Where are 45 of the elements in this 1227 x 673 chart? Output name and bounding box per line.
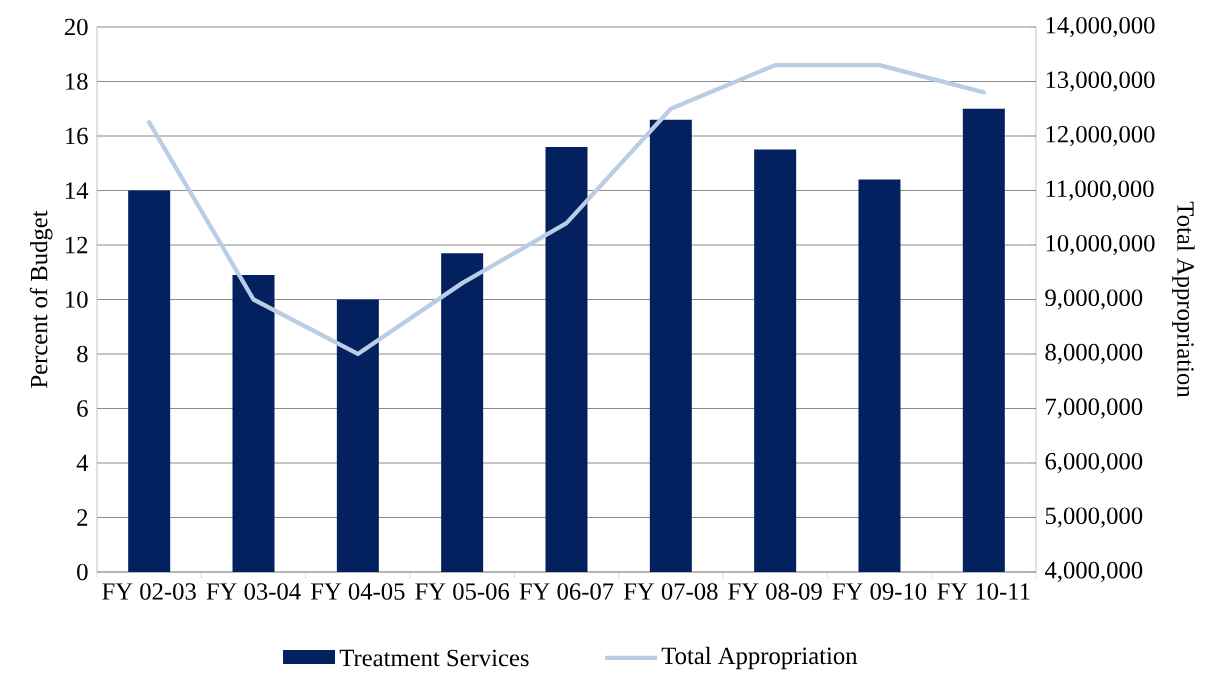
- y2-tick-label: 10,000,000: [1046, 234, 1155, 256]
- y-tick-label: 16: [66, 127, 88, 145]
- y2-tick-label: 5,000,000: [1045, 507, 1143, 528]
- y-tick-label: 12: [66, 236, 88, 254]
- legend-label: Treatment Services: [339, 649, 529, 667]
- x-tick-label: FY 04-05: [310, 583, 405, 600]
- y-tick-label: 8: [77, 345, 88, 363]
- y-tick-label: 10: [66, 291, 88, 308]
- bar: [754, 149, 797, 572]
- legend-label: Total Appropriation: [661, 646, 858, 670]
- bar: [962, 108, 1005, 572]
- x-tick-label: FY 07-08: [623, 583, 718, 600]
- x-tick-label: FY 05-06: [415, 583, 510, 600]
- line-series: [147, 63, 986, 357]
- y2-tick-label: 6,000,000: [1045, 452, 1143, 474]
- x-tick-label: FY 06-07: [519, 583, 614, 600]
- y-tick-label: 14: [66, 182, 89, 199]
- y2-tick-label: 12,000,000: [1046, 125, 1155, 147]
- y-axis-title: Percent of Budget: [29, 210, 53, 388]
- x-tick-label: FY 10-11: [937, 583, 1030, 600]
- y2-axis-title: Total Appropriation: [1172, 201, 1195, 398]
- bar: [649, 119, 692, 572]
- y2-tick-label: 7,000,000: [1046, 398, 1143, 419]
- y-tick-label: 18: [66, 73, 88, 90]
- bar: [441, 253, 484, 572]
- y2-tick-label: 13,000,000: [1046, 71, 1155, 92]
- y-tick-label: 4: [76, 454, 89, 472]
- bar: [545, 146, 588, 572]
- y2-tick-label: 11,000,000: [1046, 180, 1154, 201]
- x-tick-label: FY 08-09: [728, 583, 822, 600]
- bar: [336, 299, 379, 572]
- x-tick-label: FY 03-04: [206, 583, 301, 600]
- y2-tick-label: 9,000,000: [1045, 289, 1143, 310]
- x-tick-label: FY 02-03: [102, 583, 196, 600]
- y-tick-label: 2: [77, 509, 88, 526]
- y-tick-label: 20: [64, 18, 88, 36]
- bar: [232, 274, 275, 572]
- x-tick-label: FY 09-10: [832, 583, 927, 600]
- y-tick-label: 0: [77, 563, 88, 581]
- y-tick-label: 6: [77, 400, 88, 417]
- y2-tick-label: 8,000,000: [1045, 343, 1143, 365]
- bar: [128, 190, 171, 572]
- y2-tick-label: 14,000,000: [1046, 16, 1155, 38]
- bar: [858, 179, 901, 572]
- y2-tick-label: 4,000,000: [1044, 561, 1143, 583]
